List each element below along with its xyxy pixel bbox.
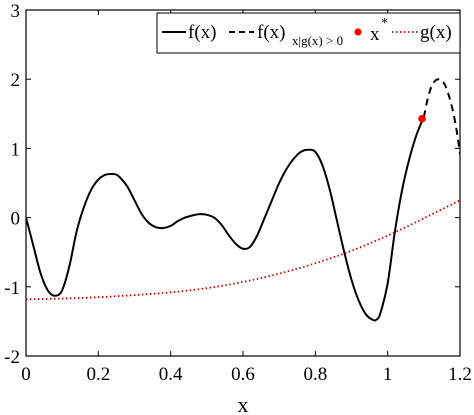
x-tick-label: 0.2 <box>86 364 110 385</box>
series-f-constrained-line <box>422 78 460 155</box>
x-tick-label: 1.2 <box>448 364 472 385</box>
y-tick-label: 3 <box>11 1 21 22</box>
x-axis-label: x <box>238 392 249 415</box>
y-tick-label: 0 <box>11 209 21 230</box>
legend-label-xstar-superscript: * <box>381 16 388 31</box>
x-tick-label: 0.6 <box>231 364 255 385</box>
legend-box <box>156 12 461 54</box>
legend: f(x) f(x) x|g(x) > 0 x * g(x) <box>156 12 461 54</box>
legend-label-f: f(x) <box>188 22 216 43</box>
x-tick-label: 0.8 <box>303 364 327 385</box>
x-tick-label: 0 <box>21 364 31 385</box>
legend-label-f-constrained: f(x) <box>257 22 285 43</box>
legend-label-g: g(x) <box>420 22 452 43</box>
legend-swatch-xstar <box>354 28 362 36</box>
x-tick-label: 0.4 <box>159 364 183 385</box>
x-tick-label: 1 <box>383 364 393 385</box>
y-tick-label: -2 <box>4 347 20 368</box>
y-tick-label: 2 <box>11 70 21 91</box>
y-tick-label: -1 <box>4 278 20 299</box>
axes-frame <box>25 9 461 357</box>
optimum-point <box>418 114 426 123</box>
plot-area <box>26 78 460 322</box>
legend-label-f-constrained-subscript: x|g(x) > 0 <box>292 33 343 48</box>
series-g-line <box>26 199 460 301</box>
series-f-line <box>26 116 425 322</box>
ticks-layer: 0 0.2 0.4 0.6 0.8 1 1.2 -2 -1 0 1 2 3 <box>4 1 472 385</box>
y-tick-label: 1 <box>11 139 21 160</box>
legend-label-xstar: x <box>370 24 380 45</box>
